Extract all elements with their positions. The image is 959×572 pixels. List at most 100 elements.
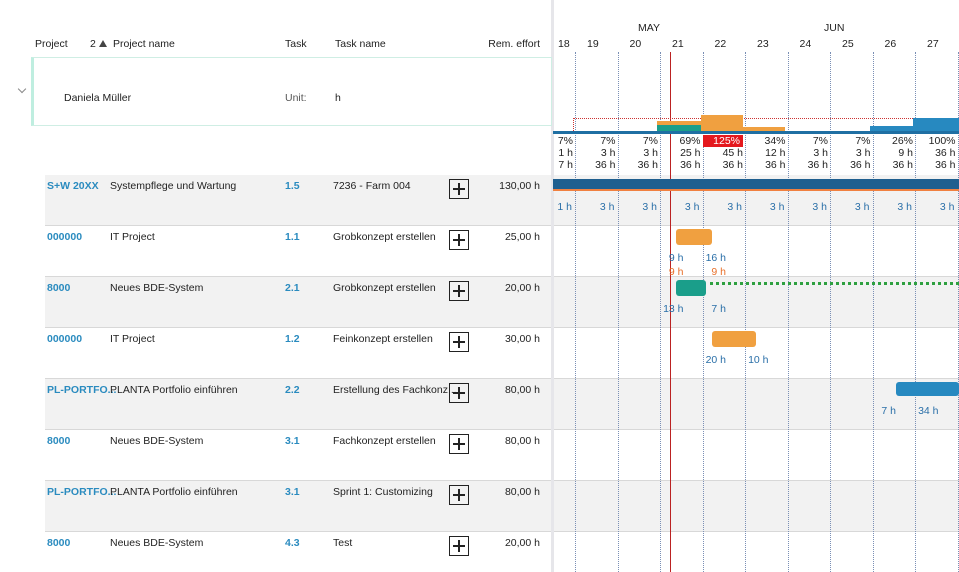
capacity-available: 36 h	[680, 159, 701, 171]
project-name: Neues BDE-System	[110, 537, 204, 549]
capacity-planned: 25 h	[680, 147, 701, 159]
gantt-value-secondary: 9 h	[711, 266, 726, 278]
project-code[interactable]: 000000	[47, 231, 83, 243]
add-button[interactable]	[449, 485, 469, 505]
hist	[657, 121, 701, 125]
row-border	[45, 531, 959, 532]
gantt-value: 10 h	[748, 354, 769, 366]
row-bg	[45, 379, 959, 430]
capacity-available: 36 h	[935, 159, 956, 171]
task-number: 3.1	[285, 486, 300, 498]
capacity-percent: 7%	[812, 135, 828, 147]
resource-box	[31, 57, 552, 126]
project-code[interactable]: 8000	[47, 282, 71, 294]
column-header: Project	[35, 38, 68, 50]
remaining-effort: 25,00 h	[504, 231, 540, 243]
unit-label: Unit:	[285, 92, 307, 104]
capacity-percent: 125%	[702, 135, 743, 147]
project-code[interactable]: 8000	[47, 537, 71, 549]
unit-value: h	[335, 92, 341, 104]
remaining-effort: 80,00 h	[504, 384, 540, 396]
gantt-value: 3 h	[599, 201, 615, 213]
task-number: 2.1	[285, 282, 300, 294]
project-name: PLANTA Portfolio einführen	[110, 486, 238, 498]
capacity-available: 36 h	[807, 159, 828, 171]
task-name: Erstellung des Fachkonz...	[333, 384, 457, 396]
project-name: Systempflege und Wartung	[110, 180, 237, 192]
project-name: IT Project	[110, 231, 155, 243]
day-line	[575, 52, 576, 572]
day-label: 20	[629, 38, 642, 50]
day-label: 18	[558, 38, 570, 50]
add-button[interactable]	[449, 332, 469, 352]
capacity-percent: 7%	[600, 135, 616, 147]
project-name: PLANTA Portfolio einführen	[110, 384, 238, 396]
project-code[interactable]: PL-PORTFO...	[47, 486, 117, 498]
capacity-planned: 3 h	[813, 147, 828, 159]
today-line	[670, 52, 671, 572]
capacity-planned: 12 h	[765, 147, 786, 159]
task-name: Grobkonzept erstellen	[333, 231, 436, 243]
hist	[701, 115, 743, 131]
day-line	[872, 52, 874, 572]
capacity-available: 36 h	[722, 159, 743, 171]
gantt-value: 7 h	[881, 405, 896, 417]
project-name: IT Project	[110, 333, 155, 345]
task-name: Grobkonzept erstellen	[333, 282, 436, 294]
add-button[interactable]	[449, 434, 469, 454]
project-code[interactable]: S+W 20XX	[47, 180, 99, 192]
capacity-available: 7 h	[558, 159, 573, 171]
project-code[interactable]: 8000	[47, 435, 71, 447]
add-button[interactable]	[449, 179, 469, 199]
day-label: 24	[799, 38, 812, 50]
day-label: 25	[842, 38, 854, 50]
gantt-value: 3 h	[684, 201, 700, 213]
hist	[870, 126, 913, 131]
row-border	[45, 429, 959, 430]
remaining-effort: 80,00 h	[504, 486, 540, 498]
task-number: 3.1	[285, 435, 300, 447]
day-label: 26	[884, 38, 897, 50]
capacity-planned: 9 h	[898, 147, 913, 159]
gantt-dots	[710, 282, 959, 285]
project-code[interactable]: PL-PORTFO...	[47, 384, 117, 396]
task-name: Fachkonzept erstellen	[333, 435, 436, 447]
add-button[interactable]	[449, 281, 469, 301]
day-line	[617, 52, 619, 572]
expand-chevron[interactable]	[17, 84, 27, 94]
gantt-value: 34 h	[918, 405, 939, 417]
add-button[interactable]	[449, 383, 469, 403]
gantt-value: 13 h	[663, 303, 684, 315]
task-name: Test	[333, 537, 353, 549]
add-button[interactable]	[449, 536, 469, 556]
day-line	[915, 52, 916, 572]
hist	[743, 127, 785, 131]
task-name: Sprint 1: Customizing	[333, 486, 433, 498]
gantt-value: 1 h	[557, 201, 572, 213]
project-name: Neues BDE-System	[110, 435, 204, 447]
gantt-value-secondary: 9 h	[668, 266, 684, 278]
day-label: 21	[672, 38, 684, 50]
row-border	[45, 225, 959, 226]
capacity-planned: 3 h	[855, 147, 871, 159]
gantt-value: 9 h	[668, 252, 684, 264]
day-line	[702, 52, 704, 572]
day-line	[660, 52, 661, 572]
day-line	[787, 52, 789, 572]
project-code[interactable]: 000000	[47, 333, 83, 345]
row-border	[45, 480, 959, 481]
capacity-available: 36 h	[637, 159, 658, 171]
capacity-percent: 7%	[855, 135, 871, 147]
gantt-value: 20 h	[705, 354, 726, 366]
task-number: 1.5	[285, 180, 300, 192]
row-bg	[45, 481, 959, 532]
day-label: 27	[927, 38, 939, 50]
gantt-value: 3 h	[769, 201, 785, 213]
add-button[interactable]	[449, 230, 469, 250]
gantt-value: 3 h	[727, 201, 742, 213]
capacity-available: 36 h	[892, 159, 913, 171]
gantt-bar	[676, 229, 712, 245]
gantt-value: 3 h	[939, 201, 955, 213]
capacity-percent: 100%	[928, 135, 956, 147]
hist	[657, 124, 701, 131]
